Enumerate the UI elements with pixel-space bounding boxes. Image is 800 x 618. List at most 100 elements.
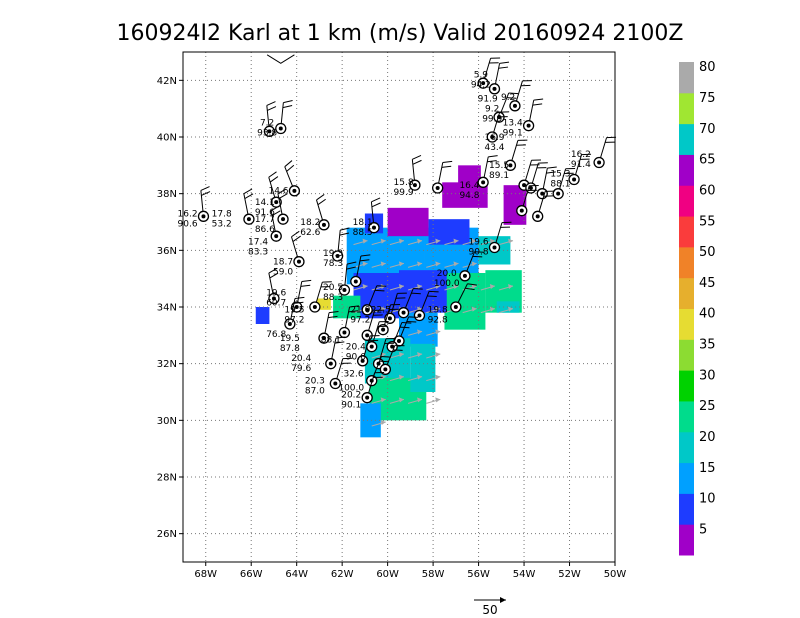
lat-tick-label: 42N [157, 76, 177, 87]
obs-speed-label: 19.8 [428, 306, 448, 316]
station-marker [331, 227, 350, 262]
wind-barb-staff [315, 281, 323, 303]
obs-direction-label: 99.9 [482, 115, 502, 125]
station-marker [413, 290, 439, 322]
wind-barb-flag [412, 159, 422, 165]
wind-barb-flag [284, 160, 293, 168]
wind-barb-flag [427, 295, 437, 298]
obs-direction-label: 99.9 [394, 188, 414, 198]
wind-barb-staff [483, 156, 489, 178]
wind-barb-staff [404, 288, 414, 309]
obs-direction-label: 99.1 [503, 129, 523, 139]
wind-barb-flag [360, 254, 371, 257]
wind-barb-staff [268, 177, 276, 198]
reference-vector: 50 [474, 597, 506, 617]
colorbar-segment [679, 185, 694, 217]
obs-direction-label: 89.1 [489, 171, 509, 181]
wind-barb-flag [317, 198, 326, 206]
wind-barb-flag [282, 105, 293, 109]
obs-speed-label: 15.3 [550, 170, 570, 180]
wind-vector [498, 284, 514, 291]
wind-barb-staff [280, 102, 284, 124]
wind-vector [407, 329, 423, 336]
obs-speed-label: 20.2 [341, 391, 361, 401]
station-marker [361, 285, 387, 316]
wind-barb-staff [559, 168, 567, 190]
obs-speed-label: 20.0 [437, 269, 457, 279]
wind-vector [389, 238, 405, 246]
wind-barb-flag [359, 259, 370, 262]
lat-tick-label: 40N [157, 133, 177, 144]
obs-direction-label: 88.5 [353, 228, 373, 238]
obs-direction-label: 43.4 [484, 143, 504, 153]
obs-direction-label: 76.8 [266, 330, 286, 340]
wind-barb-flag [379, 360, 390, 363]
wind-barb-staff [529, 100, 535, 121]
obs-direction-label: 91.9 [478, 95, 498, 105]
wind-barb-flag [467, 283, 477, 286]
wind-barb-flag [201, 191, 211, 196]
wind-barb-flag [412, 154, 422, 160]
wind-vector [371, 261, 386, 268]
lon-tick-label: 68W [194, 569, 217, 580]
wind-barb-staff [336, 358, 344, 379]
wind-vector-field [353, 238, 514, 427]
colorbar-label: 35 [699, 338, 716, 353]
station-marker [275, 100, 293, 135]
wind-vector [407, 374, 423, 382]
lat-tick-label: 36N [157, 246, 177, 257]
wind-barb-staff [493, 111, 501, 133]
wind-barb-staff [266, 105, 270, 127]
obs-speed-label: 20.4 [291, 354, 311, 364]
wind-barb-staff [368, 372, 376, 394]
obs-direction-label: 88.1 [321, 336, 341, 346]
station-marker [243, 188, 255, 225]
station-marker [316, 194, 330, 231]
obs-speed-label: 9.2 [485, 105, 499, 115]
obs-direction-label: 97.2 [350, 316, 370, 326]
station-marker [263, 101, 277, 137]
lat-tick-label: 30N [157, 416, 177, 427]
colorbar-segment [679, 370, 694, 402]
obs-speed-label: 19.5 [284, 306, 304, 316]
wind-barb-flag [278, 193, 288, 200]
wind-barb-staff [277, 193, 283, 215]
obs-speed-label: 16.2 [571, 150, 591, 160]
wind-barb-flag [533, 98, 544, 101]
obs-direction-label: 90.8 [469, 248, 489, 258]
station-marker [356, 335, 380, 367]
wind-vector [407, 352, 423, 359]
wind-barb-flag [267, 106, 277, 111]
wind-speed-field [255, 165, 527, 438]
wind-barb-staff [243, 193, 249, 215]
wind-vector [480, 306, 495, 314]
wind-barb-flag [294, 296, 305, 300]
lon-tick-label: 58W [422, 569, 445, 580]
wind-barb-staff [411, 159, 415, 181]
lon-tick-label: 52W [558, 569, 581, 580]
colorbar: 5 10 15 20 25 30 35 40 45 50 55 60 65 70 75 80 [679, 60, 716, 556]
wind-barb-staff [390, 293, 398, 314]
wind-barb-flag [339, 232, 350, 236]
obs-speed-label: 18.1 [353, 218, 373, 228]
wind-field-cell [255, 307, 270, 324]
colorbar-segment [679, 462, 694, 494]
station-marker [284, 296, 305, 330]
wind-field-cell [387, 207, 429, 237]
colorbar-label: 5 [699, 522, 707, 537]
wind-barb-staff [316, 199, 324, 221]
lat-tick-label: 32N [157, 359, 177, 370]
station-marker [450, 283, 477, 313]
obs-speed-label: 5.9 [474, 71, 489, 81]
lat-tick-label: 26N [157, 529, 177, 540]
station-marker [486, 111, 510, 143]
wind-vector [426, 374, 441, 382]
station-marker [552, 167, 576, 200]
obs-speed-label: 15.5 [489, 161, 509, 171]
axis-tick-labels: 68W 66W 64W 62W 60W 58W 56W 54W 52W 50W 26N 28N 30N 3… [157, 76, 627, 580]
station-marker [477, 57, 501, 89]
obs-direction-label: 59.0 [273, 268, 293, 278]
station-marker [284, 160, 301, 197]
wind-barb-flag [348, 310, 359, 313]
